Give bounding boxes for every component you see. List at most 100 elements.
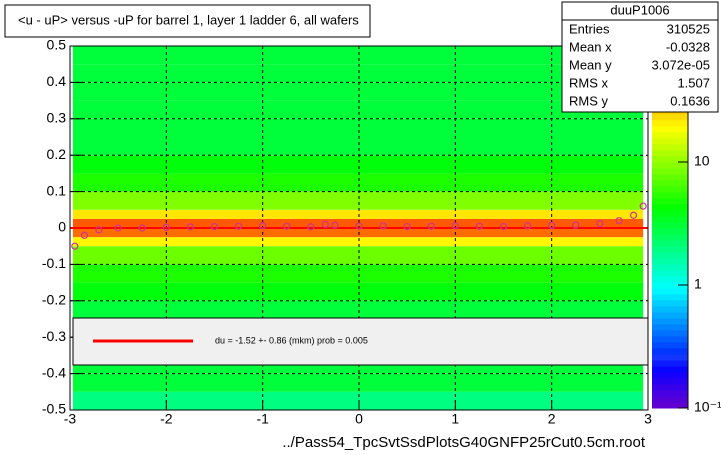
- profile-point: [114, 224, 122, 232]
- heat-cell: [72, 246, 644, 265]
- color-scale-step: [652, 269, 688, 277]
- color-scale-step: [652, 155, 688, 163]
- z-tick-label: 1: [694, 276, 702, 292]
- x-tick-label: 2: [548, 411, 556, 427]
- color-scale-step: [652, 353, 688, 361]
- z-tick-label: 10: [694, 153, 710, 169]
- x-tick-label: 3: [644, 411, 652, 427]
- color-scale-step: [652, 191, 688, 199]
- color-scale-step: [652, 281, 688, 289]
- profile-point: [427, 222, 435, 230]
- y-tick-label: 0.5: [47, 37, 67, 53]
- heat-cell: [72, 46, 644, 65]
- profile-point: [321, 220, 329, 228]
- color-scale-step: [652, 305, 688, 313]
- stats-name: RMS y: [569, 93, 609, 108]
- profile-point: [548, 221, 556, 230]
- profile-point: [355, 222, 363, 230]
- profile-point: [499, 222, 508, 231]
- color-scale-step: [652, 149, 688, 157]
- color-scale-step: [652, 401, 688, 409]
- y-tick-label: -0.4: [42, 364, 66, 380]
- color-scale-step: [652, 215, 688, 223]
- color-scale-step: [652, 137, 688, 145]
- profile-point: [523, 222, 532, 230]
- profile-point: [475, 222, 484, 230]
- y-tick-label: -0.3: [42, 328, 66, 344]
- heat-cell: [72, 173, 644, 192]
- y-tick-label: -0.2: [42, 292, 66, 308]
- y-tick-label: 0.2: [47, 146, 67, 162]
- stats-value: 0.1636: [670, 93, 710, 108]
- y-tick-label: -0.5: [42, 401, 66, 417]
- color-scale-step: [652, 287, 688, 295]
- profile-point: [138, 224, 146, 232]
- profile-point: [186, 223, 195, 231]
- color-scale-step: [652, 365, 688, 373]
- plot-frame: [69, 45, 649, 411]
- color-scale-step: [652, 179, 688, 187]
- y-tick-label: 0: [58, 219, 66, 235]
- y-tick-label: 0.1: [47, 182, 67, 198]
- x-tick-label: 1: [451, 411, 459, 427]
- color-scale-step: [652, 329, 688, 337]
- profile-point: [379, 222, 387, 230]
- heat-cell: [72, 282, 644, 301]
- x-axis-label: ../Pass54_TpcSvtSsdPlotsG40GNFP25rCut0.5…: [282, 434, 645, 451]
- color-scale-step: [652, 143, 688, 151]
- color-scale-step: [652, 323, 688, 331]
- profile-point: [451, 222, 459, 230]
- color-scale-step: [652, 197, 688, 205]
- color-scale-step: [652, 389, 688, 397]
- color-scale-step: [652, 341, 688, 349]
- color-scale-step: [652, 359, 688, 367]
- color-scale-step: [652, 275, 688, 283]
- profile-point: [162, 223, 170, 231]
- profile-point: [283, 222, 291, 230]
- color-scale-step: [652, 131, 688, 139]
- profile-point: [234, 222, 243, 230]
- profile-point: [259, 222, 267, 230]
- profile-point: [629, 211, 638, 219]
- profile-point: [331, 221, 339, 229]
- x-tick-label: -3: [64, 411, 77, 427]
- stats-value: 310525: [667, 21, 710, 36]
- color-scale-step: [652, 245, 688, 253]
- y-tick-label: -0.1: [42, 255, 66, 271]
- color-scale-step: [652, 257, 688, 265]
- y-tick-label: 0.4: [47, 73, 67, 89]
- x-tick-label: -1: [256, 411, 269, 427]
- heat-cell: [72, 82, 644, 101]
- heat-cell: [72, 155, 644, 174]
- heat-cell: [72, 191, 644, 210]
- color-scale-step: [652, 311, 688, 319]
- profile-point: [71, 242, 79, 250]
- profile-point: [95, 226, 103, 234]
- profile-point: [615, 217, 623, 225]
- stats-title: duuP1006: [610, 2, 669, 17]
- stats-name: Mean y: [569, 57, 612, 72]
- color-scale-step: [652, 221, 688, 229]
- stats-name: Mean x: [569, 39, 612, 54]
- color-scale-step: [652, 125, 688, 133]
- color-scale-step: [652, 251, 688, 259]
- profile-point: [80, 231, 89, 239]
- color-scale-step: [652, 203, 688, 211]
- heat-cell: [72, 118, 644, 137]
- z-tick-label: 10⁻¹: [694, 399, 721, 415]
- y-tick-label: 0.3: [47, 110, 67, 126]
- x-tick-label: 0: [355, 411, 363, 427]
- color-scale-step: [652, 233, 688, 241]
- color-scale-step: [652, 227, 688, 235]
- heat-cell: [72, 391, 644, 410]
- stats-value: 3.072e-05: [651, 57, 710, 72]
- color-scale-step: [652, 347, 688, 355]
- color-scale-step: [652, 395, 688, 403]
- color-scale-step: [652, 161, 688, 169]
- profile-point: [210, 222, 219, 231]
- x-tick-label: -2: [160, 411, 173, 427]
- color-scale-step: [652, 113, 688, 121]
- color-scale-step: [652, 293, 688, 301]
- profile-point: [639, 202, 647, 210]
